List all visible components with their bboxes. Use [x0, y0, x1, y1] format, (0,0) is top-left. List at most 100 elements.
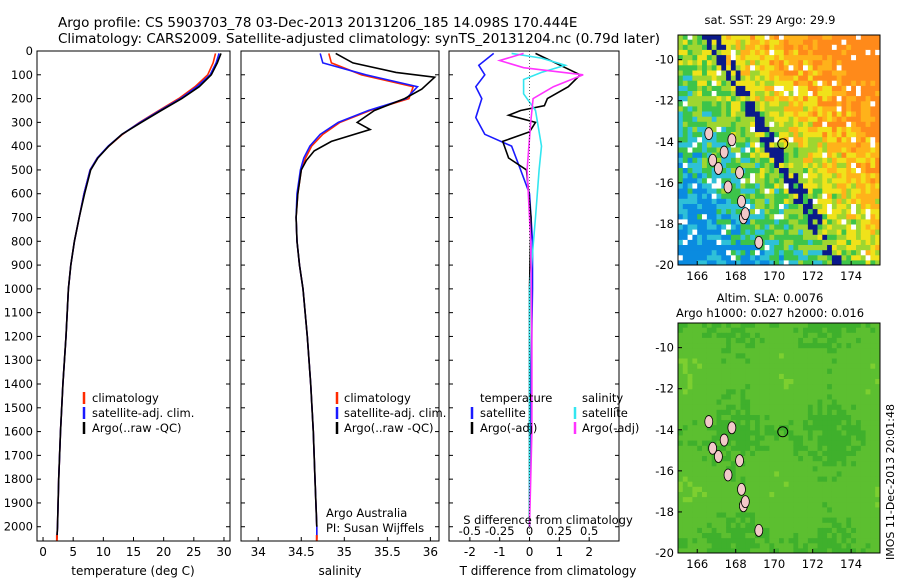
map-cell: [860, 393, 867, 400]
map-cell: [730, 49, 737, 56]
map-cell: [764, 491, 770, 498]
map-cell: [875, 244, 880, 251]
temperature-xtick-label: 5: [69, 545, 77, 559]
map-cell: [750, 542, 756, 549]
map-cell: [865, 393, 871, 400]
map-cell: [841, 332, 847, 338]
map-cell: [831, 404, 838, 410]
map-cell: [702, 532, 708, 539]
map-cell: [822, 357, 828, 364]
map-cell: [788, 105, 794, 112]
map-cell: [750, 501, 756, 508]
map-cell: [779, 501, 785, 508]
map-cell: [682, 111, 689, 117]
map-cell: [750, 332, 756, 338]
map-cell: [856, 249, 862, 256]
map-cell: [774, 177, 780, 184]
map-cell: [836, 434, 843, 441]
map-cell: [875, 162, 880, 168]
map-cell: [769, 445, 775, 451]
map-cell: [678, 352, 684, 359]
map-cell: [860, 39, 867, 45]
map-cell: [687, 532, 693, 539]
map-cell: [682, 131, 689, 138]
map-cell: [875, 259, 880, 265]
map-cell: [812, 131, 819, 138]
map-cell: [764, 131, 770, 138]
map-cell: [846, 327, 852, 333]
map-cell: [702, 249, 708, 256]
map-cell: [798, 517, 804, 523]
map-cell: [759, 440, 766, 446]
map-cell: [865, 342, 871, 349]
map-cell: [875, 547, 880, 553]
map-cell: [851, 152, 857, 158]
map-cell: [865, 162, 871, 168]
map-cell: [870, 95, 876, 102]
map-cell: [851, 254, 857, 261]
map-cell: [817, 511, 823, 518]
map-cell: [678, 177, 684, 184]
map-cell: [865, 476, 871, 482]
map-cell: [812, 383, 819, 390]
map-cell: [865, 188, 871, 194]
map-cell: [716, 419, 722, 426]
map-cell: [822, 80, 828, 86]
map-cell: [735, 90, 742, 97]
map-cell: [759, 54, 766, 61]
map-cell: [740, 162, 746, 168]
map-cell: [870, 327, 876, 333]
salinity-xlabel: salinity: [318, 564, 361, 578]
map-cell: [860, 105, 867, 112]
map-cell: [692, 327, 698, 333]
map-cell: [769, 188, 775, 194]
map-cell: [759, 182, 766, 189]
map-cell: [692, 116, 698, 122]
map-cell: [759, 373, 766, 379]
map-cell: [721, 229, 727, 235]
map-cell: [788, 188, 794, 194]
map-cell: [745, 429, 751, 436]
map-cell: [793, 429, 799, 436]
sla-map-title: Altim. SLA: 0.0076: [717, 291, 824, 305]
map-cell: [779, 511, 785, 518]
island-shape: [708, 153, 718, 167]
map-cell: [750, 95, 756, 102]
map-cell: [706, 460, 713, 467]
map-cell: [687, 404, 693, 410]
map-cell: [793, 80, 799, 86]
map-cell: [860, 373, 867, 379]
map-cell: [875, 419, 880, 426]
map-cell: [721, 121, 727, 127]
map-cell: [730, 259, 737, 265]
map-ytick-label: -20: [655, 258, 674, 272]
map-cell: [812, 39, 819, 45]
map-cell: [822, 532, 828, 539]
map-cell: [817, 208, 823, 215]
map-cell: [851, 378, 857, 385]
map-cell: [764, 136, 770, 143]
map-cell: [764, 229, 770, 235]
map-cell: [803, 424, 809, 431]
map-cell: [735, 234, 742, 240]
map-cell: [841, 357, 847, 364]
map-cell: [803, 460, 809, 467]
map-cell: [755, 404, 761, 410]
map-cell: [817, 193, 823, 199]
difference-xlabel-salinity: S difference from climatology: [463, 513, 633, 527]
map-cell: [851, 527, 857, 533]
map-cell: [740, 69, 746, 76]
map-cell: [764, 105, 770, 112]
map-cell: [687, 424, 693, 431]
map-cell: [745, 414, 751, 421]
map-cell: [812, 378, 819, 385]
map-cell: [774, 95, 780, 102]
map-cell: [812, 491, 819, 498]
map-cell: [846, 323, 852, 328]
map-cell: [836, 399, 843, 405]
map-cell: [678, 363, 684, 369]
map-cell: [817, 352, 823, 359]
map-cell: [875, 111, 880, 117]
map-cell: [764, 399, 770, 405]
map-cell: [678, 522, 684, 528]
